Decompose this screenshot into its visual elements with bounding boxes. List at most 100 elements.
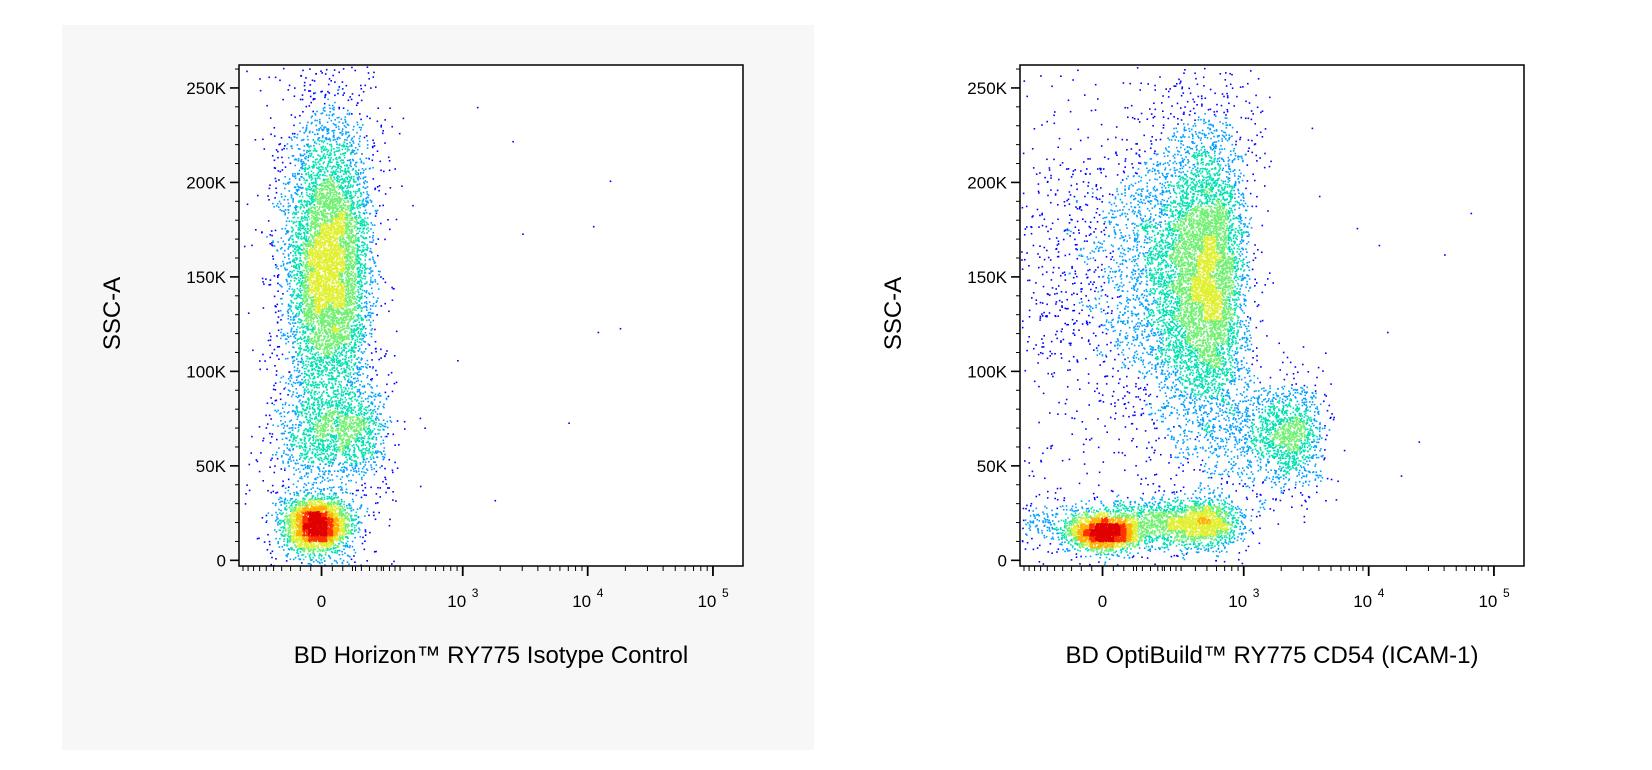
event-dot	[354, 218, 357, 220]
event-dot	[288, 465, 290, 467]
event-dot	[315, 498, 317, 501]
event-dot	[318, 468, 321, 470]
event-dot	[320, 440, 322, 442]
event-dot	[350, 440, 352, 443]
event-dot	[380, 436, 383, 438]
event-dot	[307, 472, 309, 475]
event-dot	[353, 345, 356, 347]
event-dot	[366, 507, 369, 510]
event-dot	[361, 333, 364, 336]
event-dot	[305, 373, 307, 375]
event-dot	[354, 411, 357, 413]
event-dot	[316, 129, 318, 131]
event-dot	[277, 329, 280, 332]
event-dot	[375, 243, 377, 245]
event-dot	[320, 169, 322, 172]
event-dot	[359, 411, 362, 414]
event-dot	[299, 98, 302, 101]
event-dot	[338, 149, 340, 151]
event-dot	[328, 378, 331, 380]
event-dot	[295, 504, 297, 506]
event-dot	[291, 356, 293, 358]
event-dot	[339, 185, 342, 187]
event-dot	[328, 454, 330, 457]
event-dot	[385, 397, 388, 400]
event-dot	[323, 172, 326, 174]
event-dot	[281, 500, 284, 503]
event-dot	[280, 337, 282, 340]
event-dot	[296, 411, 299, 413]
event-dot	[344, 342, 346, 345]
event-dot	[280, 376, 283, 379]
event-dot	[342, 180, 345, 182]
event-dot	[363, 181, 365, 184]
event-dot	[323, 473, 326, 476]
event-dot	[374, 348, 377, 350]
event-dot	[298, 200, 301, 202]
event-dot	[330, 445, 333, 447]
event-dot	[372, 239, 375, 241]
event-dot	[244, 503, 247, 505]
event-dot	[359, 216, 362, 219]
event-dot	[322, 460, 324, 463]
event-dot	[361, 335, 363, 337]
event-dot	[398, 132, 401, 135]
event-dot	[376, 209, 379, 212]
event-dot	[317, 457, 319, 460]
event-dot	[374, 411, 377, 413]
event-dot	[308, 146, 311, 149]
event-dot	[292, 449, 294, 451]
event-dot	[296, 296, 299, 298]
event-dot	[291, 444, 294, 446]
event-dot	[391, 390, 394, 393]
event-dot	[365, 472, 367, 474]
event-dot	[351, 434, 353, 437]
event-dot	[340, 393, 342, 395]
event-dot	[382, 442, 385, 444]
event-dot	[343, 390, 346, 392]
event-dot	[284, 487, 287, 489]
event-dot	[299, 224, 302, 226]
event-dot	[329, 165, 331, 168]
event-dot	[345, 361, 348, 363]
event-dot	[309, 322, 312, 325]
event-dot	[363, 325, 365, 328]
event-dot	[363, 427, 365, 430]
event-dot	[352, 373, 355, 376]
event-dot	[312, 378, 314, 380]
event-dot	[355, 190, 357, 193]
event-dot	[305, 211, 308, 213]
event-dot	[337, 88, 340, 91]
event-dot	[262, 353, 264, 356]
event-dot	[286, 310, 289, 313]
event-dot	[299, 130, 301, 133]
event-dot	[309, 442, 312, 444]
event-dot	[364, 267, 367, 269]
event-dot	[307, 398, 309, 400]
event-dot	[355, 380, 358, 383]
event-dot	[262, 307, 265, 309]
event-dot	[366, 432, 368, 434]
event-dot	[359, 264, 362, 267]
event-dot	[352, 158, 354, 161]
event-dot	[296, 459, 298, 462]
event-dot	[343, 345, 346, 347]
event-dot	[300, 424, 302, 427]
event-dot	[378, 358, 380, 361]
event-dot	[287, 539, 289, 542]
event-dot	[360, 471, 363, 473]
event-dot	[356, 416, 358, 418]
event-dot	[288, 243, 291, 246]
event-dot	[292, 245, 295, 247]
event-dot	[316, 167, 318, 169]
event-dot	[342, 94, 344, 96]
event-dot	[306, 453, 308, 455]
event-dot	[297, 492, 299, 495]
event-dot	[278, 143, 280, 146]
event-dot	[363, 169, 365, 172]
event-dot	[357, 379, 360, 382]
event-dot	[330, 148, 333, 150]
event-dot	[329, 440, 332, 443]
event-dot	[290, 276, 293, 278]
